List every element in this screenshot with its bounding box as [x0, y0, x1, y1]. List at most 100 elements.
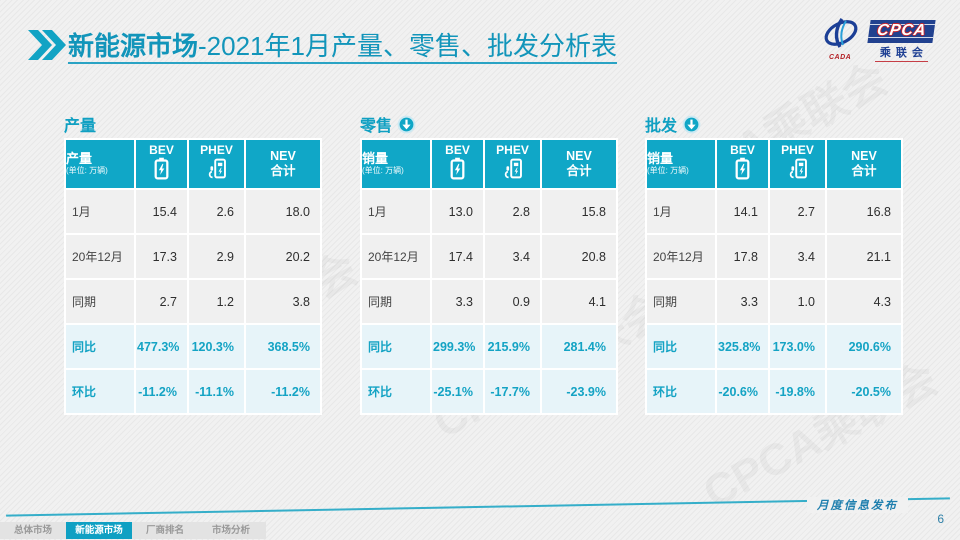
title-highlight: 新能源市场	[68, 31, 199, 61]
row-label-cell: 20年12月	[647, 235, 715, 278]
row-label-cell: 同期	[647, 280, 715, 323]
value-cell: 4.1	[542, 280, 616, 323]
row-label-cell: 环比	[66, 370, 134, 413]
data-table-section: 零售 销量 (单位: 万辆) BEV	[360, 112, 618, 415]
header-phev-cell: PHEV	[770, 140, 825, 188]
value-cell: 120.3%	[189, 325, 244, 368]
table-row: 同比 299.3% 215.9% 281.4%	[362, 325, 616, 368]
header-bev-cell: BEV	[432, 140, 483, 188]
charging-station-icon	[208, 158, 226, 178]
value-cell: 3.8	[246, 280, 320, 323]
value-cell: 325.8%	[717, 325, 768, 368]
table-row: 同期 2.7 1.2 3.8	[66, 280, 320, 323]
battery-icon	[735, 157, 750, 179]
row-label-cell: 环比	[362, 370, 430, 413]
value-cell: 290.6%	[827, 325, 901, 368]
header-unit: (单位: 万辆)	[362, 166, 404, 175]
value-cell: 281.4%	[542, 325, 616, 368]
value-cell: 13.0	[432, 190, 483, 233]
value-cell: -20.6%	[717, 370, 768, 413]
table-row: 环比 -11.2% -11.1% -11.2%	[66, 370, 320, 413]
table-row: 1月 13.0 2.8 15.8	[362, 190, 616, 233]
table-row: 同比 325.8% 173.0% 290.6%	[647, 325, 901, 368]
table-row: 1月 14.1 2.7 16.8	[647, 190, 901, 233]
value-cell: 3.4	[485, 235, 540, 278]
value-cell: 477.3%	[136, 325, 187, 368]
row-label-cell: 同期	[362, 280, 430, 323]
table-row: 20年12月 17.3 2.9 20.2	[66, 235, 320, 278]
header-phev-cell: PHEV	[485, 140, 540, 188]
header-phev-cell: PHEV	[189, 140, 244, 188]
header-label: 销量	[647, 151, 674, 166]
header-phev-label: PHEV	[200, 142, 233, 157]
value-cell: -19.8%	[770, 370, 825, 413]
cpca-emblem-icon: CADA	[824, 18, 858, 61]
battery-icon	[154, 157, 169, 179]
header-bev-cell: BEV	[717, 140, 768, 188]
row-label-cell: 同比	[647, 325, 715, 368]
table-row: 同比 477.3% 120.3% 368.5%	[66, 325, 320, 368]
value-cell: 18.0	[246, 190, 320, 233]
table-header-row: 销量 (单位: 万辆) BEV PHEV	[647, 140, 901, 188]
publication-label: 月度信息发布	[807, 497, 908, 513]
footer-tab-market-analysis[interactable]: 市场分析	[211, 525, 250, 536]
value-cell: 1.2	[189, 280, 244, 323]
value-cell: 14.1	[717, 190, 768, 233]
footer-tab-overall-market[interactable]: 总体市场	[13, 525, 52, 536]
footer-tab-oem-ranking[interactable]: 厂商排名	[145, 525, 184, 536]
table-row: 20年12月 17.8 3.4 21.1	[647, 235, 901, 278]
table-row: 1月 15.4 2.6 18.0	[66, 190, 320, 233]
table-caption-text: 产量	[64, 118, 97, 135]
header-label-cell: 产量 (单位: 万辆)	[66, 140, 134, 188]
page-title: 新能源市场-2021年1月产量、零售、批发分析表	[68, 26, 617, 63]
cpca-logo: CADA CPCA 乘联会	[820, 14, 936, 62]
value-cell: 215.9%	[485, 325, 540, 368]
header-bev-label: BEV	[149, 142, 174, 157]
value-cell: 17.4	[432, 235, 483, 278]
value-cell: 20.2	[246, 235, 320, 278]
title-rest: -2021年1月产量、零售、批发分析表	[198, 31, 617, 61]
value-cell: 1.0	[770, 280, 825, 323]
table-caption: 零售	[360, 112, 618, 136]
footer-tab-nev-market[interactable]: 新能源市场	[66, 522, 132, 539]
value-cell: 299.3%	[432, 325, 483, 368]
battery-icon	[450, 157, 465, 179]
row-label-cell: 1月	[66, 190, 134, 233]
value-cell: 3.3	[717, 280, 768, 323]
value-cell: 15.8	[542, 190, 616, 233]
value-cell: 20.8	[542, 235, 616, 278]
value-cell: 0.9	[485, 280, 540, 323]
value-cell: 2.7	[136, 280, 187, 323]
header-nev-line1: NEV	[566, 149, 592, 163]
value-cell: 17.3	[136, 235, 187, 278]
header-nev-cell: NEV 合计	[827, 140, 901, 188]
table-caption: 批发	[645, 112, 903, 136]
row-label-cell: 20年12月	[362, 235, 430, 278]
row-label-cell: 环比	[647, 370, 715, 413]
data-table-section: 产量 产量 (单位: 万辆) BEV	[64, 112, 322, 415]
table-header-row: 产量 (单位: 万辆) BEV PHEV	[66, 140, 320, 188]
row-label-cell: 同期	[66, 280, 134, 323]
table-header-row: 销量 (单位: 万辆) BEV PHEV	[362, 140, 616, 188]
header-nev-line2: 合计	[566, 164, 592, 178]
header-unit: (单位: 万辆)	[647, 166, 689, 175]
value-cell: -20.5%	[827, 370, 901, 413]
table-caption-text: 零售	[360, 118, 393, 135]
table-body: 1月 14.1 2.7 16.8 20年12月 17.8 3.4 21.1 同期 3.3 1.0 4.…	[647, 190, 901, 413]
row-label-cell: 1月	[362, 190, 430, 233]
value-cell: 2.7	[770, 190, 825, 233]
table-row: 环比 -25.1% -17.7% -23.9%	[362, 370, 616, 413]
row-label-cell: 同比	[362, 325, 430, 368]
header-phev-label: PHEV	[781, 142, 814, 157]
chevron-double-icon	[28, 30, 66, 60]
value-cell: -23.9%	[542, 370, 616, 413]
header-bev-label: BEV	[445, 142, 470, 157]
header-bev-label: BEV	[730, 142, 755, 157]
row-label-cell: 同比	[66, 325, 134, 368]
header-nev-cell: NEV 合计	[542, 140, 616, 188]
value-cell: -17.7%	[485, 370, 540, 413]
value-cell: -11.2%	[136, 370, 187, 413]
header-nev-line2: 合计	[270, 164, 296, 178]
